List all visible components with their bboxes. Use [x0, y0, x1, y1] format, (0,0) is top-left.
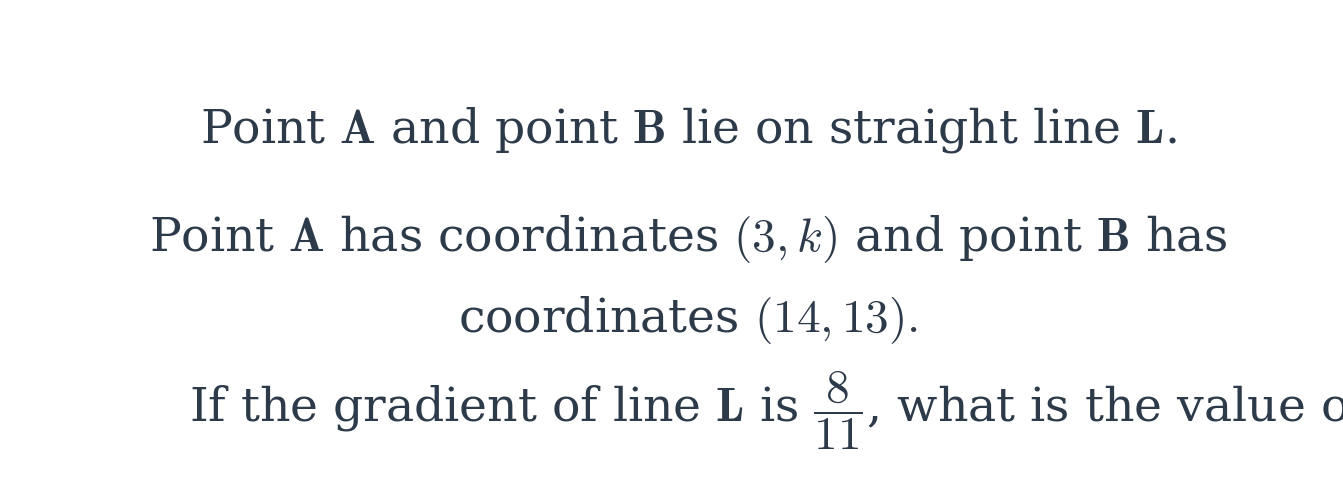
Text: coordinates $(14, 13).$: coordinates $(14, 13).$ — [458, 294, 919, 346]
Text: If the gradient of line $\mathit{\mathbf{L}}$ is $\dfrac{8}{11}$, what is the va: If the gradient of line $\mathit{\mathbf… — [188, 368, 1343, 452]
Text: Point $\mathit{\mathbf{A}}$ and point $\mathit{\mathbf{B}}$ lie on straight line: Point $\mathit{\mathbf{A}}$ and point $\… — [200, 105, 1176, 155]
Text: Point $\mathit{\mathbf{A}}$ has coordinates $(3, k)$ and point $\mathit{\mathbf{: Point $\mathit{\mathbf{A}}$ has coordina… — [149, 213, 1228, 265]
